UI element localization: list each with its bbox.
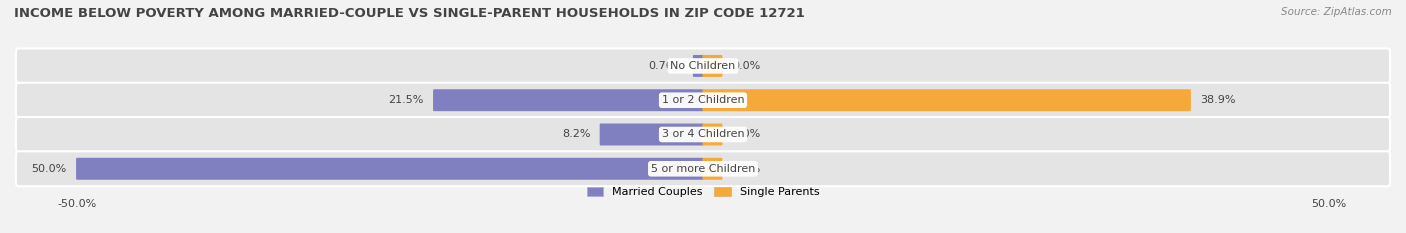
Text: Source: ZipAtlas.com: Source: ZipAtlas.com xyxy=(1281,7,1392,17)
Text: INCOME BELOW POVERTY AMONG MARRIED-COUPLE VS SINGLE-PARENT HOUSEHOLDS IN ZIP COD: INCOME BELOW POVERTY AMONG MARRIED-COUPL… xyxy=(14,7,804,20)
Text: 0.76%: 0.76% xyxy=(648,61,683,71)
Text: 0.0%: 0.0% xyxy=(731,61,761,71)
FancyBboxPatch shape xyxy=(15,117,1391,152)
FancyBboxPatch shape xyxy=(15,151,1391,186)
Legend: Married Couples, Single Parents: Married Couples, Single Parents xyxy=(586,187,820,197)
Text: 38.9%: 38.9% xyxy=(1201,95,1236,105)
FancyBboxPatch shape xyxy=(15,48,1391,83)
Text: 5 or more Children: 5 or more Children xyxy=(651,164,755,174)
FancyBboxPatch shape xyxy=(703,158,723,180)
FancyBboxPatch shape xyxy=(599,123,703,145)
Text: 1 or 2 Children: 1 or 2 Children xyxy=(662,95,744,105)
FancyBboxPatch shape xyxy=(693,55,703,77)
FancyBboxPatch shape xyxy=(703,89,1191,111)
Text: 3 or 4 Children: 3 or 4 Children xyxy=(662,130,744,140)
Text: No Children: No Children xyxy=(671,61,735,71)
FancyBboxPatch shape xyxy=(433,89,703,111)
Text: 21.5%: 21.5% xyxy=(388,95,423,105)
FancyBboxPatch shape xyxy=(703,55,723,77)
Text: 0.0%: 0.0% xyxy=(731,130,761,140)
FancyBboxPatch shape xyxy=(15,83,1391,118)
Text: 50.0%: 50.0% xyxy=(31,164,66,174)
FancyBboxPatch shape xyxy=(703,123,723,145)
FancyBboxPatch shape xyxy=(76,158,703,180)
Text: 8.2%: 8.2% xyxy=(562,130,591,140)
Text: 0.0%: 0.0% xyxy=(731,164,761,174)
